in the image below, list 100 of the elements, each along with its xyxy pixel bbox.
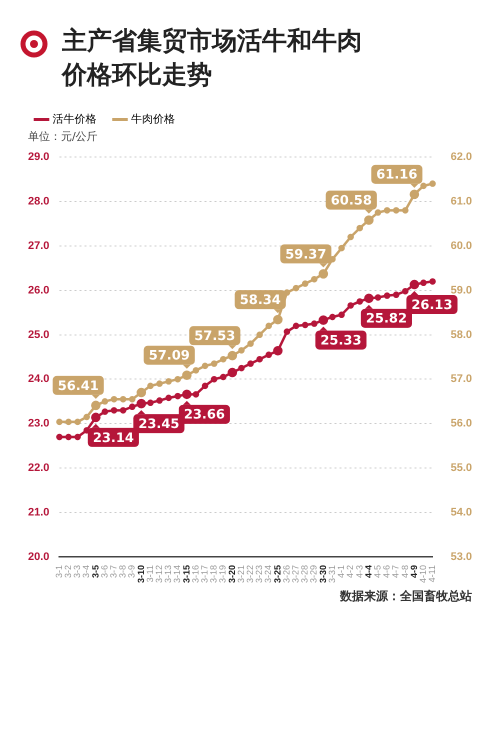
x-tick-label: 4-3	[354, 564, 364, 578]
point	[429, 180, 436, 187]
point	[284, 328, 290, 335]
y-tick-label: 26.0	[28, 284, 50, 296]
x-tick-label: 3-1	[54, 564, 64, 578]
x-tick-label: 4-10	[418, 564, 428, 583]
x-tick-label: 3-3	[72, 564, 82, 578]
y-tick-label: 27.0	[28, 240, 50, 252]
point	[110, 407, 118, 414]
point	[384, 207, 390, 214]
x-tick-label: 3-27	[290, 564, 301, 583]
point	[238, 347, 245, 354]
point	[156, 397, 163, 404]
source-note: 数据来源：全国畜牧总站	[340, 588, 472, 605]
point	[266, 352, 272, 358]
point	[292, 284, 300, 292]
y-tick-label: 20.0	[28, 551, 50, 564]
x-tick-label: 4-1	[336, 564, 346, 578]
x-tick-label: 3-17	[200, 564, 210, 583]
data-label: 25.33	[320, 333, 362, 348]
y2-tick-label: 58.0	[450, 328, 472, 341]
y2-tick-label: 57.0	[450, 373, 472, 386]
point	[302, 322, 308, 328]
y2-tick-label: 56.0	[450, 418, 472, 430]
data-label: 26.13	[411, 298, 453, 313]
y2-tick-label: 55.0	[450, 462, 472, 474]
point	[256, 332, 263, 338]
point	[429, 278, 436, 285]
x-tick-label: 3-15	[181, 564, 192, 583]
point	[156, 380, 163, 387]
point	[65, 418, 72, 426]
point	[338, 244, 345, 252]
x-tick-label: 4-2	[345, 564, 356, 578]
point	[292, 322, 300, 330]
point	[338, 312, 345, 318]
point	[311, 320, 318, 327]
point	[392, 207, 400, 214]
point	[210, 360, 218, 367]
data-label: 23.14	[92, 430, 134, 446]
y-tick-label: 22.0	[28, 462, 50, 474]
point	[74, 434, 81, 440]
x-tick-label: 4-8	[400, 564, 410, 578]
data-label: 59.37	[285, 247, 326, 262]
point	[192, 391, 200, 398]
x-tick-label: 3-24	[263, 564, 274, 583]
point	[402, 288, 409, 294]
x-tick-label: 4-7	[390, 564, 401, 578]
point	[266, 322, 272, 330]
point	[311, 276, 318, 282]
x-tick-label: 3-11	[144, 564, 155, 582]
y2-tick-label: 61.0	[450, 195, 472, 208]
point	[392, 292, 400, 298]
point	[247, 340, 254, 347]
point	[202, 382, 208, 390]
point	[147, 400, 154, 406]
x-tick-label: 3-10	[136, 564, 146, 583]
point	[174, 376, 181, 382]
x-tick-label: 3-5	[90, 564, 100, 578]
y-tick-label: 24.0	[28, 373, 50, 386]
x-tick-label: 4-5	[372, 564, 382, 578]
y2-tick-label: 59.0	[450, 284, 472, 296]
y2-tick-label: 53.0	[450, 551, 472, 564]
point	[174, 392, 181, 400]
point	[347, 302, 354, 309]
x-tick-label: 3-2	[62, 564, 73, 578]
y-tick-label: 29.0	[28, 151, 50, 164]
point	[356, 224, 364, 232]
data-label: 58.34	[240, 293, 281, 308]
point	[420, 182, 427, 190]
point	[284, 289, 290, 296]
x-tick-label: 3-26	[281, 564, 292, 583]
y-tick-label: 25.0	[28, 328, 50, 341]
point	[374, 209, 382, 216]
point	[402, 207, 409, 214]
x-tick-label: 3-9	[126, 564, 137, 578]
data-label: 57.53	[194, 329, 236, 344]
point	[56, 418, 63, 426]
point	[210, 376, 218, 382]
x-tick-label: 3-29	[308, 564, 319, 583]
x-tick-label: 3-18	[208, 564, 219, 583]
point	[128, 404, 136, 410]
data-label: 23.45	[138, 417, 180, 432]
point	[110, 396, 118, 402]
x-tick-label: 3-13	[163, 564, 174, 583]
point	[347, 234, 354, 240]
x-tick-label: 3-23	[254, 564, 264, 583]
point	[420, 280, 427, 286]
y-axis-title: 单位：元/公斤	[28, 130, 98, 143]
point	[128, 396, 136, 402]
point	[374, 294, 382, 301]
x-tick-label: 3-6	[99, 564, 110, 578]
y2-tick-label: 54.0	[450, 506, 472, 519]
x-tick-label: 4-9	[408, 564, 419, 578]
data-label: 57.09	[148, 348, 190, 364]
point	[238, 364, 245, 372]
legend-label: 牛肉价格	[131, 112, 175, 126]
x-tick-label: 3-25	[272, 564, 282, 583]
x-tick-label: 3-21	[236, 564, 246, 583]
x-tick-label: 3-14	[172, 564, 182, 583]
x-tick-label: 3-12	[154, 564, 164, 583]
